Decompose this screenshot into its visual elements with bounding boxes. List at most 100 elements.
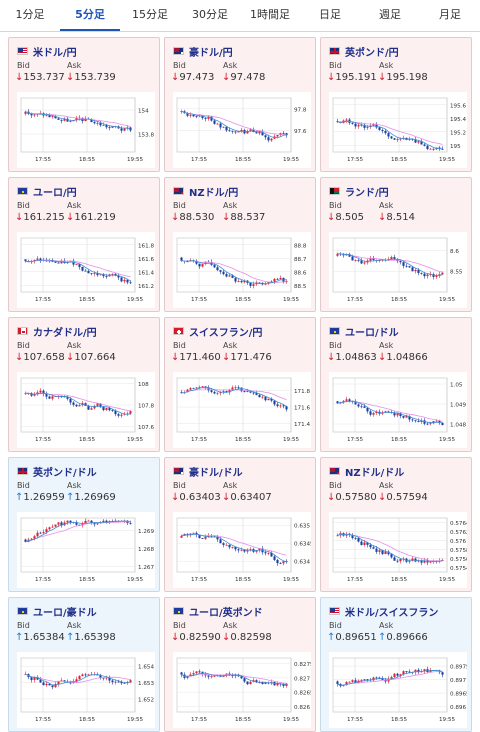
y-tick-label: 0.8965: [450, 692, 467, 698]
ask-price: 8.514: [386, 212, 416, 223]
trend-down-icon: ↓: [15, 72, 24, 83]
rate-card[interactable]: 英ポンド/ドル Bid Ask ↑1.26959 ↑1.26969 1.269 1.268 1…: [8, 457, 160, 592]
candle-body: [432, 148, 435, 150]
candle-body: [405, 265, 408, 267]
card-title: ユーロ/豪ドル: [17, 604, 97, 619]
candle-body: [228, 130, 231, 132]
candle-body: [441, 422, 444, 426]
tab-7[interactable]: 週足: [379, 8, 401, 21]
rate-card[interactable]: カナダドル/円 Bid Ask ↓107.658 ↓107.664 108 107.8 107…: [8, 317, 160, 452]
candle-body: [231, 546, 234, 548]
candlestick-chart: 0.8275 0.827 0.8265 0.826 17:55 18:55 19:55: [176, 657, 311, 723]
x-tick-label: 17:55: [35, 437, 52, 443]
rate-card[interactable]: NZドル/ドルBidAsk↓0.57580↓0.575940.57640.576…: [320, 457, 472, 592]
x-tick-label: 18:55: [79, 717, 96, 723]
bid-label: Bid: [329, 481, 342, 490]
tab-4[interactable]: 30分足: [192, 8, 228, 21]
candle-body: [378, 127, 381, 130]
rate-card[interactable]: NZドル/円 Bid Ask ↓88.530 ↓88.537 88.8 88.7 88.6 88…: [164, 177, 316, 312]
tab-8[interactable]: 月足: [439, 8, 461, 21]
pair-name: ユーロ/英ポンド: [189, 607, 263, 619]
moving-average-long: [181, 110, 287, 135]
candle-body: [342, 685, 345, 687]
pair-name: カナダドル/円: [33, 327, 97, 339]
x-tick-label: 18:55: [79, 157, 96, 163]
pair-name: ユーロ/ドル: [345, 327, 399, 339]
candle-body: [210, 390, 213, 392]
candle-body: [225, 391, 228, 393]
x-tick-label: 19:55: [127, 577, 144, 583]
x-tick-label: 17:55: [35, 717, 52, 723]
rate-card[interactable]: 英ポンド/円 Bid Ask ↓195.191 ↓195.198 195.6 195.4 19…: [320, 37, 472, 172]
candle-body: [102, 125, 105, 126]
tab-2[interactable]: 5分足: [60, 0, 120, 31]
y-tick-label: 154: [138, 109, 149, 115]
candle-body: [120, 128, 123, 131]
rate-card[interactable]: ユーロ/ドル Bid Ask ↓1.04863 ↓1.04866 1.05 1.049 1.0…: [320, 317, 472, 452]
candle-body: [57, 262, 60, 264]
candle-body: [24, 259, 27, 262]
candle-body: [186, 676, 189, 678]
candle-body: [204, 536, 207, 539]
rate-card[interactable]: 米ドル/スイスフランBidAsk↑0.89651↑0.896660.89750.…: [320, 597, 472, 732]
candle-body: [234, 387, 237, 389]
candle-body: [261, 396, 264, 398]
x-tick-label: 18:55: [79, 437, 96, 443]
tab-5[interactable]: 1時間足: [250, 8, 290, 21]
candle-body: [129, 523, 132, 524]
tab-1[interactable]: 1分足: [15, 8, 45, 21]
candle-body: [438, 147, 441, 149]
candle-body: [384, 130, 387, 134]
price-chart: 1.269 1.268 1.267 17:55 18:55 19:55: [17, 512, 155, 588]
rate-card[interactable]: 豪ドル/ドルBidAsk↓0.63403↓0.634070.6350.63450…: [164, 457, 316, 592]
ask-value: ↓0.63407: [222, 492, 272, 503]
candle-body: [240, 549, 243, 551]
candle-body: [357, 404, 360, 407]
ask-label: Ask: [67, 61, 82, 70]
candle-body: [84, 403, 87, 406]
plot-frame: [20, 517, 136, 573]
trend-down-icon: ↓: [378, 352, 387, 363]
ask-value: ↑1.65398: [66, 632, 116, 643]
rate-card[interactable]: ユーロ/英ポンドBidAsk↓0.82590↓0.825980.82750.82…: [164, 597, 316, 732]
trend-down-icon: ↓: [66, 72, 75, 83]
rate-card[interactable]: 米ドル/円 Bid Ask ↓153.737 ↓153.739 154 153.8 17:55…: [8, 37, 160, 172]
tab-3[interactable]: 15分足: [132, 8, 168, 21]
tab-6[interactable]: 日足: [319, 8, 341, 21]
candle-body: [348, 681, 351, 683]
plot-frame: [176, 657, 292, 713]
rate-card[interactable]: スイスフラン/円 Bid Ask ↓171.460 ↓171.476 171.8 171.6…: [164, 317, 316, 452]
candle-body: [276, 279, 279, 280]
ask-value: ↑1.26969: [66, 492, 116, 503]
rate-card[interactable]: ユーロ/豪ドル Bid Ask ↑1.65384 ↑1.65398 1.654 1.653 1…: [8, 597, 160, 732]
bid-value: ↓153.737: [15, 72, 65, 83]
pair-name: NZドル/ドル: [345, 467, 405, 479]
plot-frame: [176, 377, 292, 433]
ask-value: ↓8.514: [378, 212, 415, 223]
candle-body: [399, 138, 402, 140]
candle-body: [243, 280, 246, 283]
candle-body: [186, 389, 189, 393]
candle-body: [408, 416, 411, 420]
candle-body: [264, 682, 267, 684]
candle-body: [354, 123, 357, 127]
candle-body: [381, 550, 384, 555]
candle-body: [93, 523, 96, 525]
candle-body: [336, 681, 339, 685]
moving-average-short: [337, 669, 443, 686]
y-tick-label: 8.55: [450, 270, 463, 276]
ask-value: ↓0.57594: [378, 492, 428, 503]
candle-body: [96, 273, 99, 276]
rate-card[interactable]: ユーロ/円 Bid Ask ↓161.215 ↓161.219 161.8 161.6 161…: [8, 177, 160, 312]
candle-body: [216, 267, 219, 271]
candle-body: [441, 272, 444, 275]
candlestick-chart: 161.8 161.6 161.4 161.2 17:55 18:55 19:55: [20, 237, 154, 303]
rate-card[interactable]: ランド/円 Bid Ask ↓8.505 ↓8.514 8.6 8.55 17:55 18:55…: [320, 177, 472, 312]
timeframe-tabs: 1分足 5分足 15分足 30分足 1時間足 日足 週足 月足: [0, 0, 480, 32]
flag-icon: [17, 607, 28, 615]
ask-value: ↓88.537: [222, 212, 265, 223]
candle-body: [384, 411, 387, 413]
flag-icon: [173, 327, 184, 335]
card-title: 米ドル/スイスフラン: [329, 604, 438, 619]
rate-card[interactable]: 豪ドル/円 Bid Ask ↓97.473 ↓97.478 97.8 97.6 17:55 18…: [164, 37, 316, 172]
